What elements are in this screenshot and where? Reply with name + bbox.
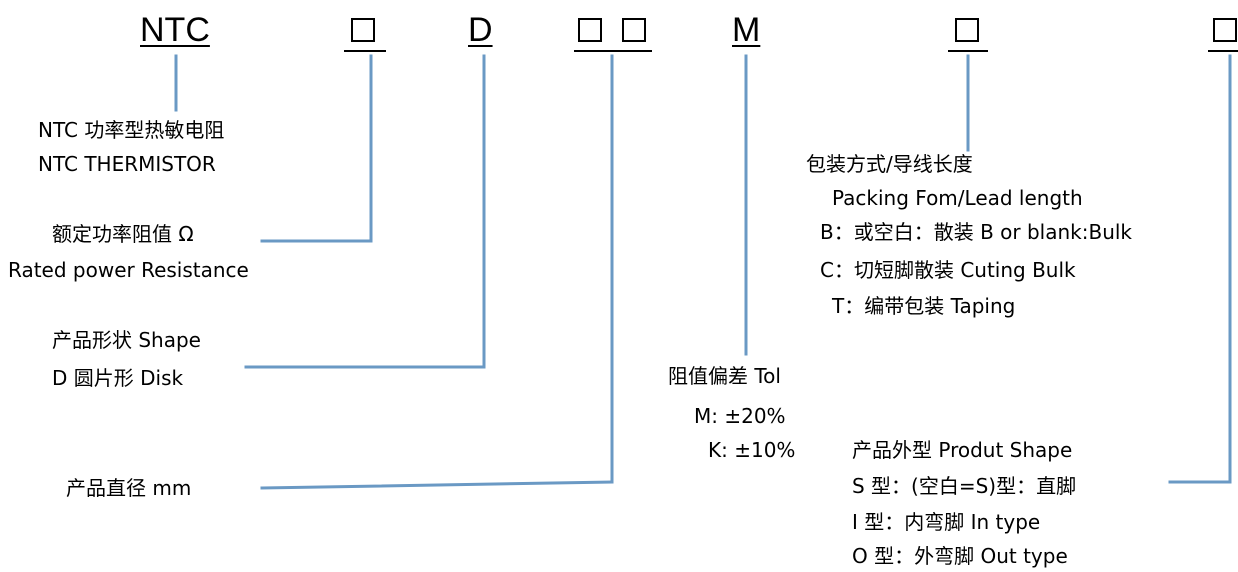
code-underline xyxy=(574,50,652,52)
code-underline xyxy=(1208,50,1238,52)
label-rated-cn: 额定功率阻值 Ω xyxy=(52,222,194,246)
label-outline-o: O 型：外弯脚 Out type xyxy=(852,544,1068,568)
label-ntc-cn: NTC 功率型热敏电阻 xyxy=(38,118,225,142)
code-box-outline xyxy=(1213,18,1237,42)
label-ntc-en: NTC THERMISTOR xyxy=(38,152,216,176)
label-tol-title: 阻值偏差 Tol xyxy=(668,364,781,388)
label-tol-m: M: ±20% xyxy=(694,404,786,428)
code-box-packing xyxy=(955,18,979,42)
label-shape-cn: 产品形状 Shape xyxy=(52,328,201,352)
label-packing-t: T：编带包装 Taping xyxy=(832,294,1016,318)
label-packing-c: C：切短脚散装 Cuting Bulk xyxy=(820,258,1076,282)
label-tol-k: K: ±10% xyxy=(708,438,796,462)
code-underline xyxy=(344,50,386,52)
code-box-diameter-1 xyxy=(578,18,602,42)
label-shape-disk: D 圆片形 Disk xyxy=(52,366,184,390)
connector-diameter-h xyxy=(260,480,614,490)
label-outline-i: I 型：内弯脚 In type xyxy=(852,510,1041,534)
code-prefix: NTC xyxy=(140,11,210,49)
label-packing-en: Packing Fom/Lead length xyxy=(832,186,1083,210)
code-tolerance: M xyxy=(732,11,761,49)
label-packing-cn: 包装方式/导线长度 xyxy=(806,152,973,176)
code-box-power xyxy=(351,18,375,42)
label-outline-s: S 型：(空白=S)型：直脚 xyxy=(852,474,1077,498)
code-underline xyxy=(948,50,988,52)
label-packing-b: B：或空白：散装 B or blank:Bulk xyxy=(820,220,1133,244)
label-outline-title: 产品外型 Produt Shape xyxy=(852,438,1073,462)
label-rated-en: Rated power Resistance xyxy=(8,258,249,282)
label-diameter: 产品直径 mm xyxy=(66,476,192,500)
code-type: D xyxy=(468,11,493,49)
code-box-diameter-2 xyxy=(622,18,646,42)
